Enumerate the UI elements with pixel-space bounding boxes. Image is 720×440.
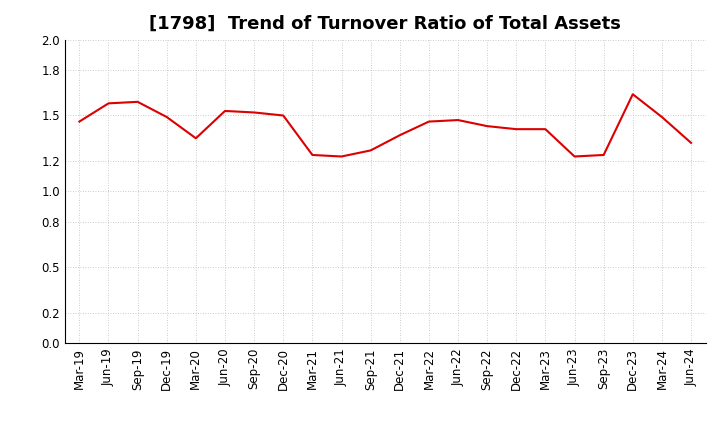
Title: [1798]  Trend of Turnover Ratio of Total Assets: [1798] Trend of Turnover Ratio of Total … bbox=[149, 15, 621, 33]
